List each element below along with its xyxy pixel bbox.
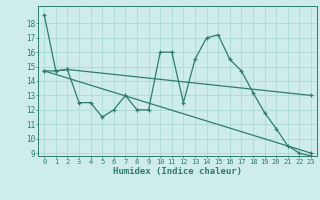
X-axis label: Humidex (Indice chaleur): Humidex (Indice chaleur) bbox=[113, 167, 242, 176]
